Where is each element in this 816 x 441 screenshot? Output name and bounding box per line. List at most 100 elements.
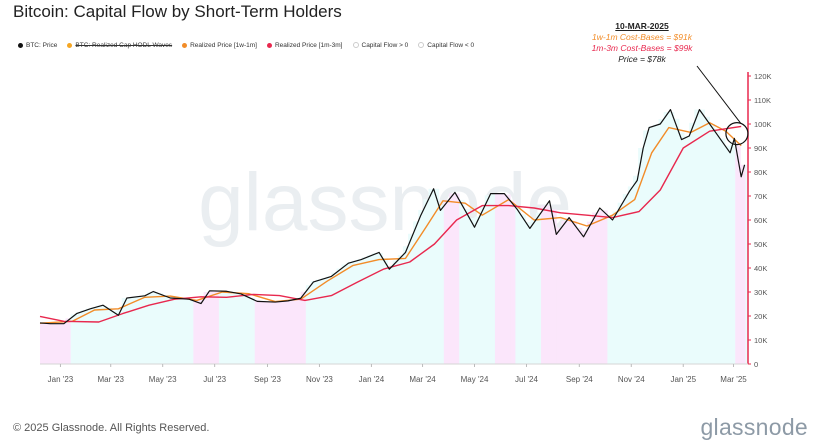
flow-positive-band [525, 222, 532, 364]
annotation-1m-3m: 1m-3m Cost-Bases = $99k [591, 43, 693, 53]
x-tick-label: Jul '23 [203, 375, 226, 384]
y-tick-label: 30K [754, 288, 767, 297]
legend-swatch [266, 42, 272, 48]
flow-negative-band [198, 299, 204, 364]
flow-positive-band [489, 193, 496, 364]
flow-positive-band [535, 212, 542, 364]
flow-positive-band [137, 296, 143, 364]
flow-negative-band [50, 323, 56, 364]
x-tick-label: Mar '23 [97, 375, 124, 384]
legend-item-price[interactable]: BTC: Price [18, 42, 57, 49]
flow-negative-band [551, 209, 557, 364]
flow-positive-band [515, 207, 521, 364]
legend-swatch [418, 42, 425, 48]
flow-negative-band [290, 299, 296, 364]
y-tick-label: 40K [754, 264, 767, 273]
legend-item-flow-negative[interactable]: Capital Flow < 0 [418, 42, 474, 49]
flow-negative-band [571, 220, 578, 364]
legend-item-realized-1m-3m[interactable]: Realized Price [1m-3m] [266, 42, 343, 49]
flow-positive-band [694, 109, 700, 364]
flow-positive-band [673, 118, 680, 364]
flow-positive-band [474, 216, 481, 364]
flow-negative-band [740, 164, 746, 364]
x-tick-label: Nov '23 [306, 375, 333, 384]
flow-positive-band [725, 145, 731, 364]
flow-positive-band [530, 220, 537, 364]
flow-positive-band [612, 211, 619, 364]
flow-negative-band [60, 322, 66, 364]
legend-item-flow-positive[interactable]: Capital Flow > 0 [352, 42, 408, 49]
x-tick-label: Mar '25 [720, 375, 747, 384]
flow-negative-band [45, 323, 51, 364]
flow-positive-band [356, 259, 363, 364]
flow-negative-band [505, 194, 511, 364]
legend-item-hodl-waves[interactable]: BTC: Realized Cap HODL Waves [67, 42, 172, 49]
flow-positive-band [709, 124, 716, 364]
legend-item-realized-1w-1m[interactable]: Realized Price [1w-1m] [182, 42, 257, 49]
flow-positive-band [70, 314, 77, 364]
flow-positive-band [520, 214, 527, 364]
flow-positive-band [183, 298, 189, 364]
flow-positive-band [229, 291, 235, 364]
flow-positive-band [719, 138, 726, 364]
flow-negative-band [203, 292, 210, 364]
flow-positive-band [224, 291, 230, 364]
flow-positive-band [316, 279, 322, 364]
flow-positive-band [234, 292, 240, 364]
annotation-date: 10-MAR-2025 [615, 21, 669, 31]
flow-positive-band [418, 209, 424, 364]
flow-positive-band [638, 148, 644, 364]
flow-positive-band [111, 310, 118, 364]
flow-negative-band [40, 322, 46, 364]
flow-positive-band [152, 291, 158, 364]
flow-positive-band [188, 299, 194, 364]
flow-negative-band [254, 300, 261, 364]
flow-positive-band [91, 307, 97, 364]
flow-positive-band [162, 295, 169, 364]
y-tick-label: 100K [754, 120, 772, 129]
x-tick-label: Jan '25 [670, 375, 696, 384]
y-tick-label: 20K [754, 312, 767, 321]
flow-negative-band [443, 199, 450, 364]
x-axis: Jan '23 Mar '23 May '23 Jul '23 Sep '23 Nov '… [40, 363, 748, 384]
flow-positive-band [121, 298, 128, 364]
flow-positive-band [658, 119, 665, 364]
flow-positive-band [249, 297, 256, 364]
flow-positive-band [402, 246, 409, 364]
x-tick-label: Jan '23 [48, 375, 74, 384]
legend-label: BTC: Realized Cap HODL Waves [75, 41, 173, 49]
flow-positive-band [377, 253, 383, 364]
chart-title: Bitcoin: Capital Flow by Short-Term Hold… [13, 2, 342, 21]
flow-positive-band [392, 260, 399, 364]
flow-positive-band [331, 272, 337, 364]
flow-positive-band [663, 112, 670, 364]
flow-positive-band [172, 298, 179, 364]
flow-negative-band [581, 230, 588, 364]
y-tick-label: 80K [754, 168, 767, 177]
legend-swatch [182, 42, 188, 48]
y-tick-label: 120K [754, 72, 772, 81]
flow-positive-band [627, 186, 634, 364]
flow-positive-band [362, 257, 368, 364]
flow-negative-band [55, 323, 61, 364]
y-tick-label: 90K [754, 144, 767, 153]
flow-positive-band [704, 116, 711, 364]
flow-negative-band [540, 205, 547, 364]
flow-negative-band [546, 205, 552, 364]
flow-negative-band [566, 220, 573, 364]
flow-positive-band [428, 188, 435, 364]
annotation-1w-1m: 1w-1m Cost-Bases = $91k [592, 32, 692, 42]
flow-negative-band [494, 193, 501, 364]
flow-negative-band [65, 318, 72, 364]
flow-negative-band [448, 193, 455, 364]
flow-positive-band [126, 297, 133, 364]
y-tick-label: 60K [754, 216, 767, 225]
flow-negative-band [561, 220, 567, 364]
flow-positive-band [643, 130, 649, 364]
brand-logo: glassnode [700, 414, 808, 440]
flow-positive-band [668, 112, 675, 364]
flow-negative-band [270, 301, 276, 364]
flow-positive-band [653, 124, 659, 364]
flow-positive-band [632, 175, 639, 364]
